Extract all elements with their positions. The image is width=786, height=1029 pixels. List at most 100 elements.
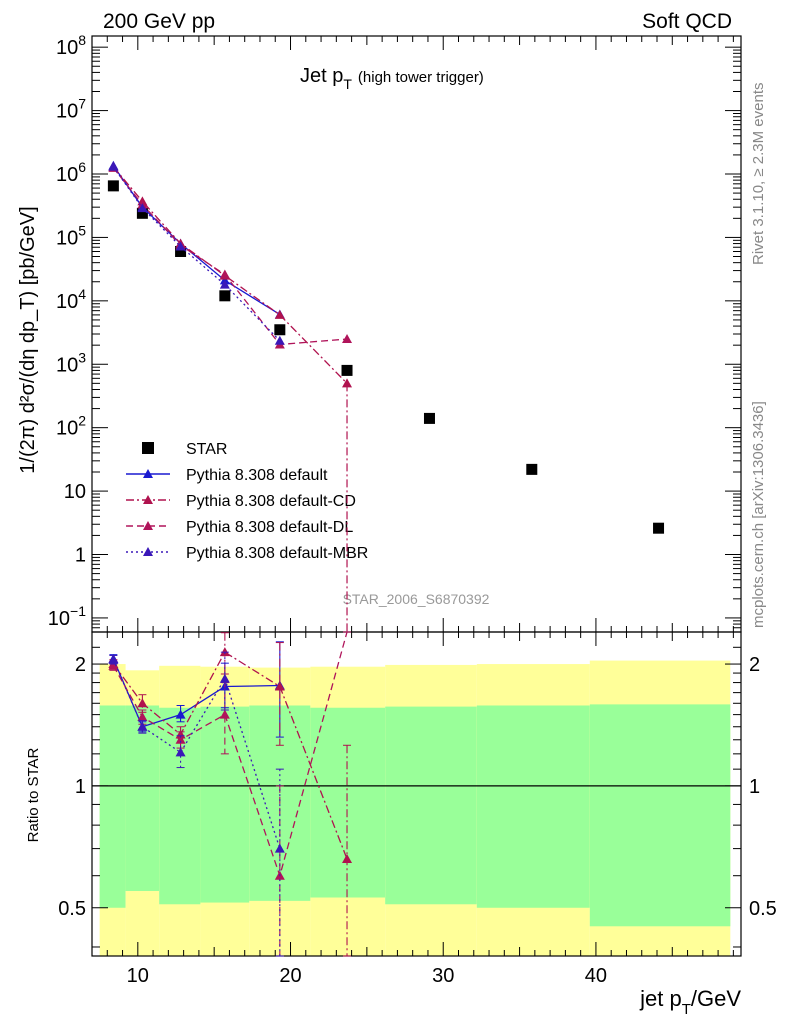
ratio-y-ticks [92,646,741,948]
main-ylabel: 1/(2π) d²σ/(dη dp_T) [pb/GeV] [17,206,39,473]
x-tick-label: 10 [127,965,149,987]
ratio-series-point [274,843,285,853]
main-y-tick-exp: 8 [78,32,86,48]
main-title-text: Jet p [300,65,343,87]
star-data-point [423,412,435,424]
main-y-tick-base: 10 [56,101,78,123]
ratio-band-green [200,706,250,903]
main-y-tick-label: 105 [56,222,86,249]
main-y-tick-label: 106 [56,159,86,186]
ratio-series-point [137,711,148,721]
main-series-point [108,161,119,171]
ratio-series-line [112,651,348,860]
main-series-pythia-8-308-default-mbr [108,161,285,345]
legend-label: STAR [186,441,227,458]
ratio-band-green [589,704,731,927]
ratio-band-green [476,705,590,908]
star-data-point [653,522,665,534]
ratio-series-point [137,721,148,731]
x-tick-label: 30 [432,965,454,987]
main-y-tick-label: 108 [56,32,86,59]
x-axis-label: jet pT/GeV [639,986,741,1018]
main-series-star [107,180,665,534]
main-y-tick-label: 103 [56,349,86,376]
main-series-point [175,241,186,251]
legend-swatch-marker [143,521,153,530]
ratio-series-point [342,853,353,863]
main-y-tick-base: 10 [56,291,78,313]
legend-entry: Pythia 8.308 default-CD [126,493,356,510]
header-right: Soft QCD [642,10,732,33]
main-y-tick-exp: 6 [78,159,86,175]
main-y-tick-label: 10−1 [48,603,86,630]
x-axis-label-sub: T [682,1001,691,1018]
main-y-tick-exp: 7 [78,96,86,112]
main-series-point [137,203,148,213]
ratio-frame [91,631,742,957]
star-data-point [136,207,148,219]
ratio-band-green [99,705,126,908]
main-y-ticks [92,46,741,633]
legend-label: Pythia 8.308 default-MBR [186,545,368,562]
x-axis-label-unit: /GeV [691,986,741,1011]
ratio-y-tick-label: 2 [75,654,86,676]
star-data-point [175,245,187,257]
main-series-point [342,378,353,388]
ratio-series-point [137,698,148,708]
main-series-point [342,334,353,344]
legend-swatch-marker [143,547,153,556]
main-y-tick-base: 10 [56,354,78,376]
legend-swatch-marker [143,495,153,504]
ratio-bands [99,660,731,956]
x-ticks [106,36,734,956]
main-series-line [112,165,281,316]
ratio-band-green [385,706,477,905]
ratio-series-point [175,747,186,757]
main-y-tick-exp: −1 [70,603,86,619]
main-series-pythia-8-308-default-cd [108,161,353,388]
ratio-series-point [175,709,186,719]
x-tick-label: 20 [279,965,301,987]
main-series-point [219,269,230,279]
main-y-tick-exp: 2 [78,413,86,429]
ratio-series-pythia-8-308-default-mbr [108,651,285,957]
main-y-tick-exp: 4 [78,286,86,302]
legend-swatch-star [142,442,154,454]
main-y-tick-exp: 5 [78,222,86,238]
main-y-tick-base: 10 [56,227,78,249]
main-y-tick-label: 104 [56,286,86,313]
legend-entry: Pythia 8.308 default [126,467,328,484]
legend-entry: Pythia 8.308 default-MBR [126,545,368,562]
main-frame [91,35,742,633]
ratio-series-point [274,681,285,691]
ratio-series-point [219,673,230,683]
main-y-tick-base: 10 [56,37,78,59]
main-series-line [112,167,348,346]
main-series-line [112,166,348,384]
main-y-tick-base: 10 [56,164,78,186]
mcplots-label: mcplots.cern.ch [arXiv:1306.3436] [750,401,767,628]
main-y-tick-base: 10 [56,418,78,440]
ratio-series-line [112,631,348,878]
ratio-band-green [125,705,160,892]
main-y-tick-label: 102 [56,413,86,440]
main-title: Jet pT (high tower trigger) [300,65,484,92]
ratio-y-tick-label-right: 1 [749,776,760,798]
legend-entry: STAR [142,441,227,458]
main-series-point [274,309,285,319]
main-y-tick-label: 10 [64,481,86,503]
star-data-point [107,180,119,192]
legend-swatch-marker [143,469,153,478]
main-series-point [219,279,230,289]
main-y-tick-base: 10 [48,608,70,630]
main-title-sub: T [343,76,352,92]
main-series-point [274,335,285,345]
main-title-note: (high tower trigger) [358,69,484,86]
star-data-point [274,324,286,336]
ratio-y-tick-label: 0.5 [58,898,86,920]
legend-label: Pythia 8.308 default-CD [186,493,356,510]
legend-label: Pythia 8.308 default [186,467,328,484]
legend-label: Pythia 8.308 default-DL [186,519,353,536]
